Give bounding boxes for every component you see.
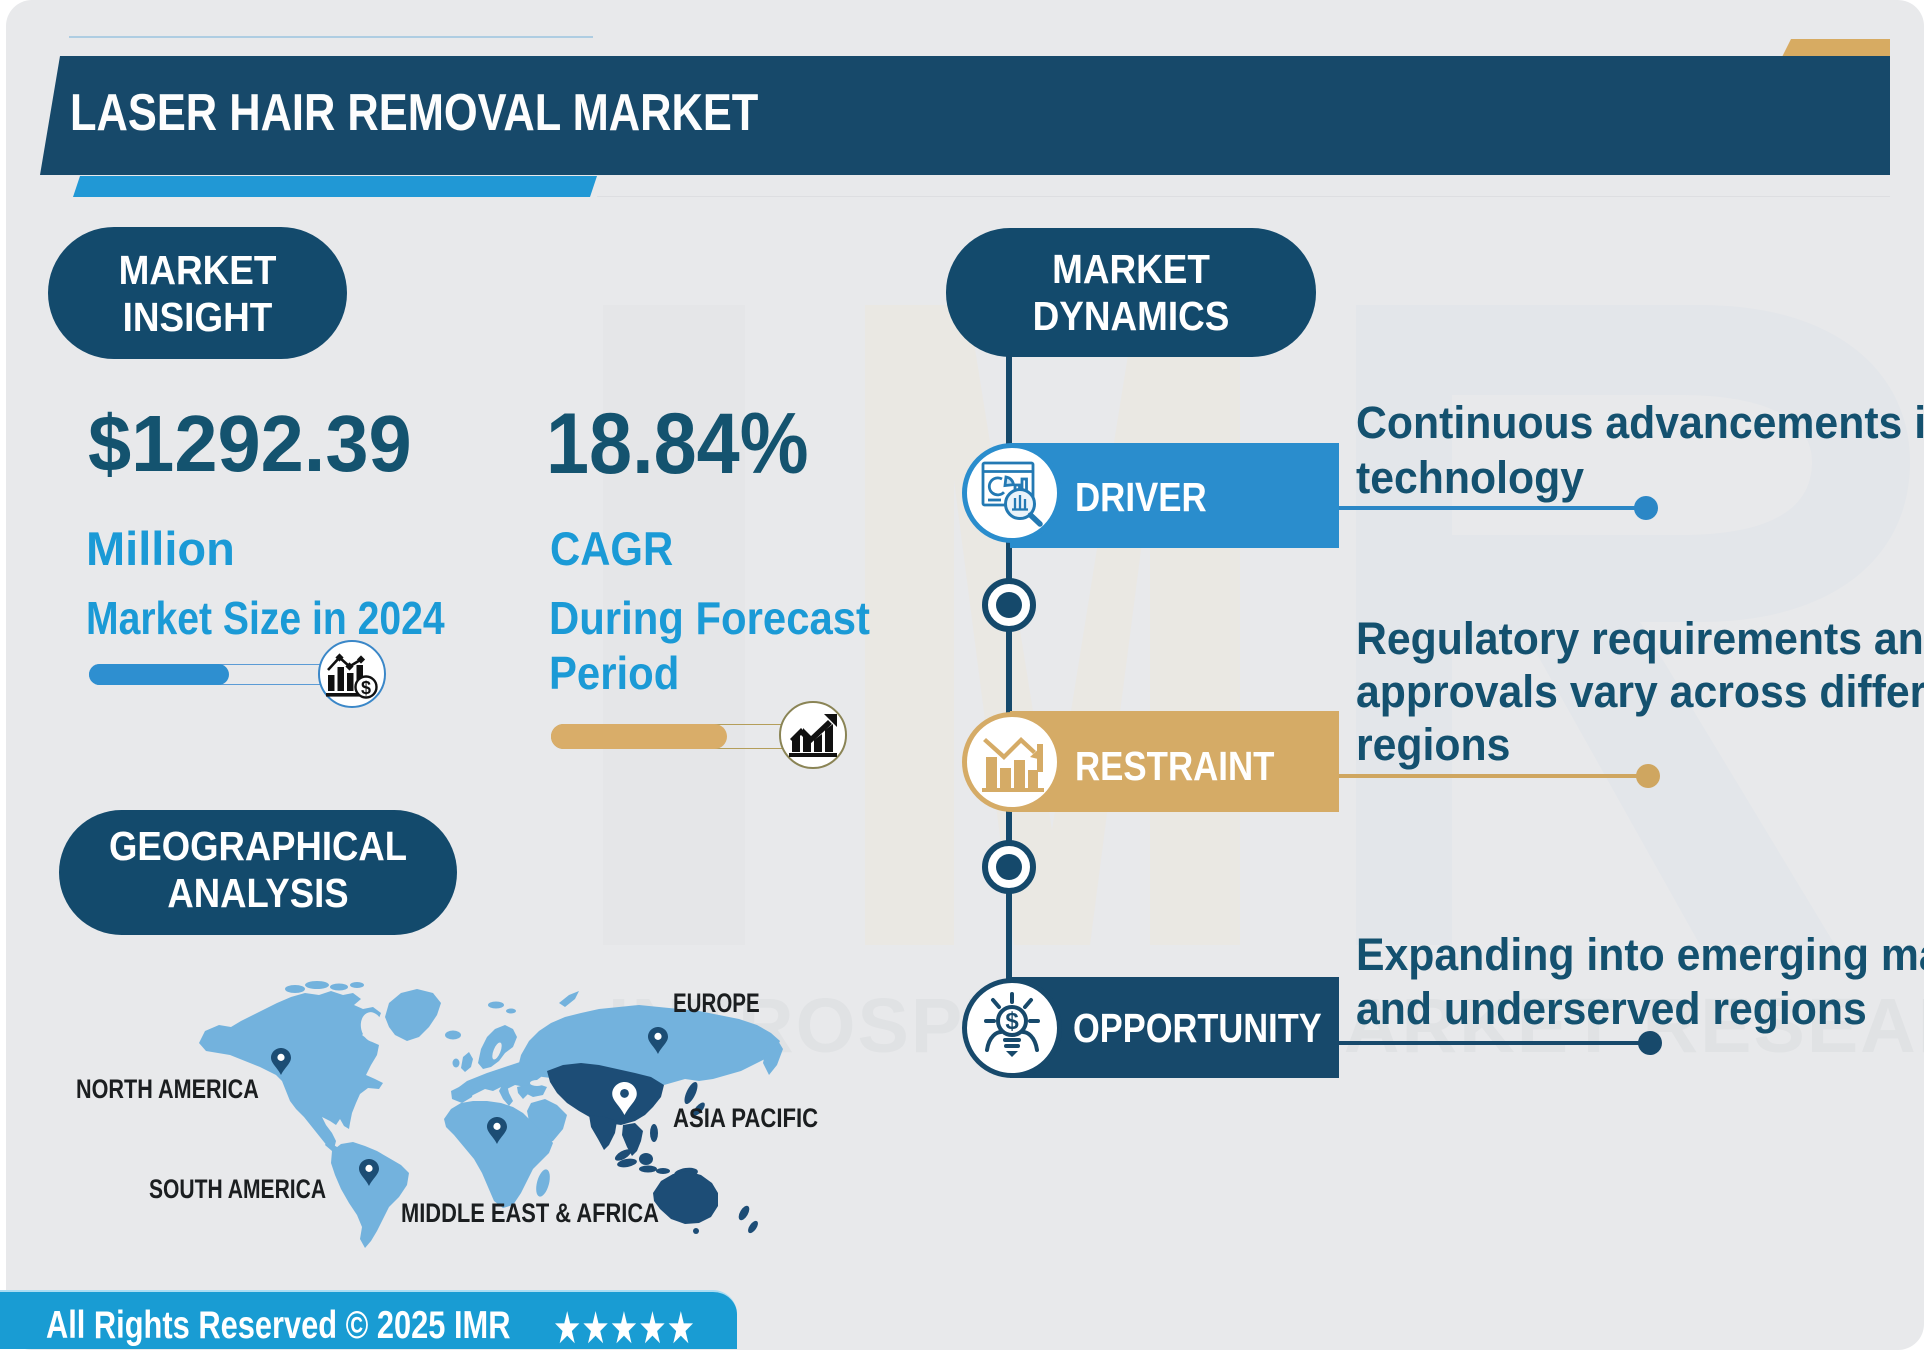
- svg-text:$: $: [1005, 1008, 1019, 1035]
- svg-text:$: $: [361, 678, 371, 698]
